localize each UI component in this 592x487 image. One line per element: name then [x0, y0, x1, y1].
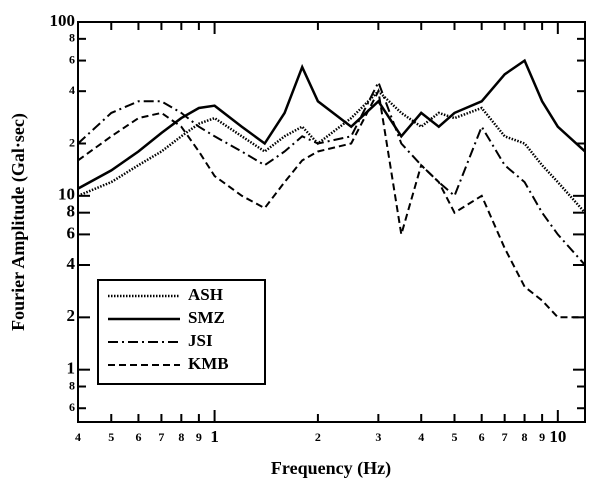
y-tick-label: 6 [69, 400, 75, 414]
x-tick-label: 7 [158, 430, 164, 444]
y-tick-label: 4 [67, 254, 76, 273]
x-tick-label: 6 [135, 430, 141, 444]
y-tick-label: 2 [69, 135, 75, 149]
legend-label: KMB [188, 354, 229, 373]
y-tick-label: 1 [67, 359, 76, 378]
x-tick-label: 4 [418, 430, 424, 444]
y-tick-label: 8 [69, 378, 75, 392]
y-tick-label: 6 [69, 52, 75, 66]
legend-label: JSI [188, 331, 213, 350]
y-tick-label: 6 [67, 223, 76, 242]
y-tick-label: 4 [69, 83, 75, 97]
x-axis-label: Frequency (Hz) [271, 458, 391, 479]
legend-label: ASH [188, 285, 223, 304]
plot-frame [77, 21, 586, 423]
x-tick-label: 8 [522, 430, 528, 444]
x-tick-label: 5 [108, 430, 114, 444]
series-line [78, 58, 585, 190]
x-tick-label: 6 [479, 430, 485, 444]
x-tick-label: 4 [75, 430, 81, 444]
y-tick-label: 100 [50, 11, 76, 30]
y-tick-label: 8 [67, 202, 76, 221]
x-tick-label: 8 [178, 430, 184, 444]
legend-box [97, 279, 266, 385]
x-tick-label: 9 [539, 430, 545, 444]
y-tick-label: 2 [67, 306, 76, 325]
series-line [78, 79, 585, 266]
x-tick-label: 10 [549, 427, 566, 446]
y-tick-label: 8 [69, 31, 75, 45]
x-tick-label: 1 [210, 427, 219, 446]
legend-label: SMZ [188, 308, 225, 327]
y-axis-label: Fourier Amplitude (Gal·sec) [8, 113, 29, 331]
series-line [78, 89, 585, 214]
x-tick-label: 3 [375, 430, 381, 444]
x-tick-label: 5 [451, 430, 457, 444]
x-tick-label: 7 [502, 430, 508, 444]
x-tick-label: 9 [196, 430, 202, 444]
series-line [78, 88, 585, 319]
x-tick-label: 2 [315, 430, 321, 444]
y-tick-label: 10 [58, 185, 75, 204]
